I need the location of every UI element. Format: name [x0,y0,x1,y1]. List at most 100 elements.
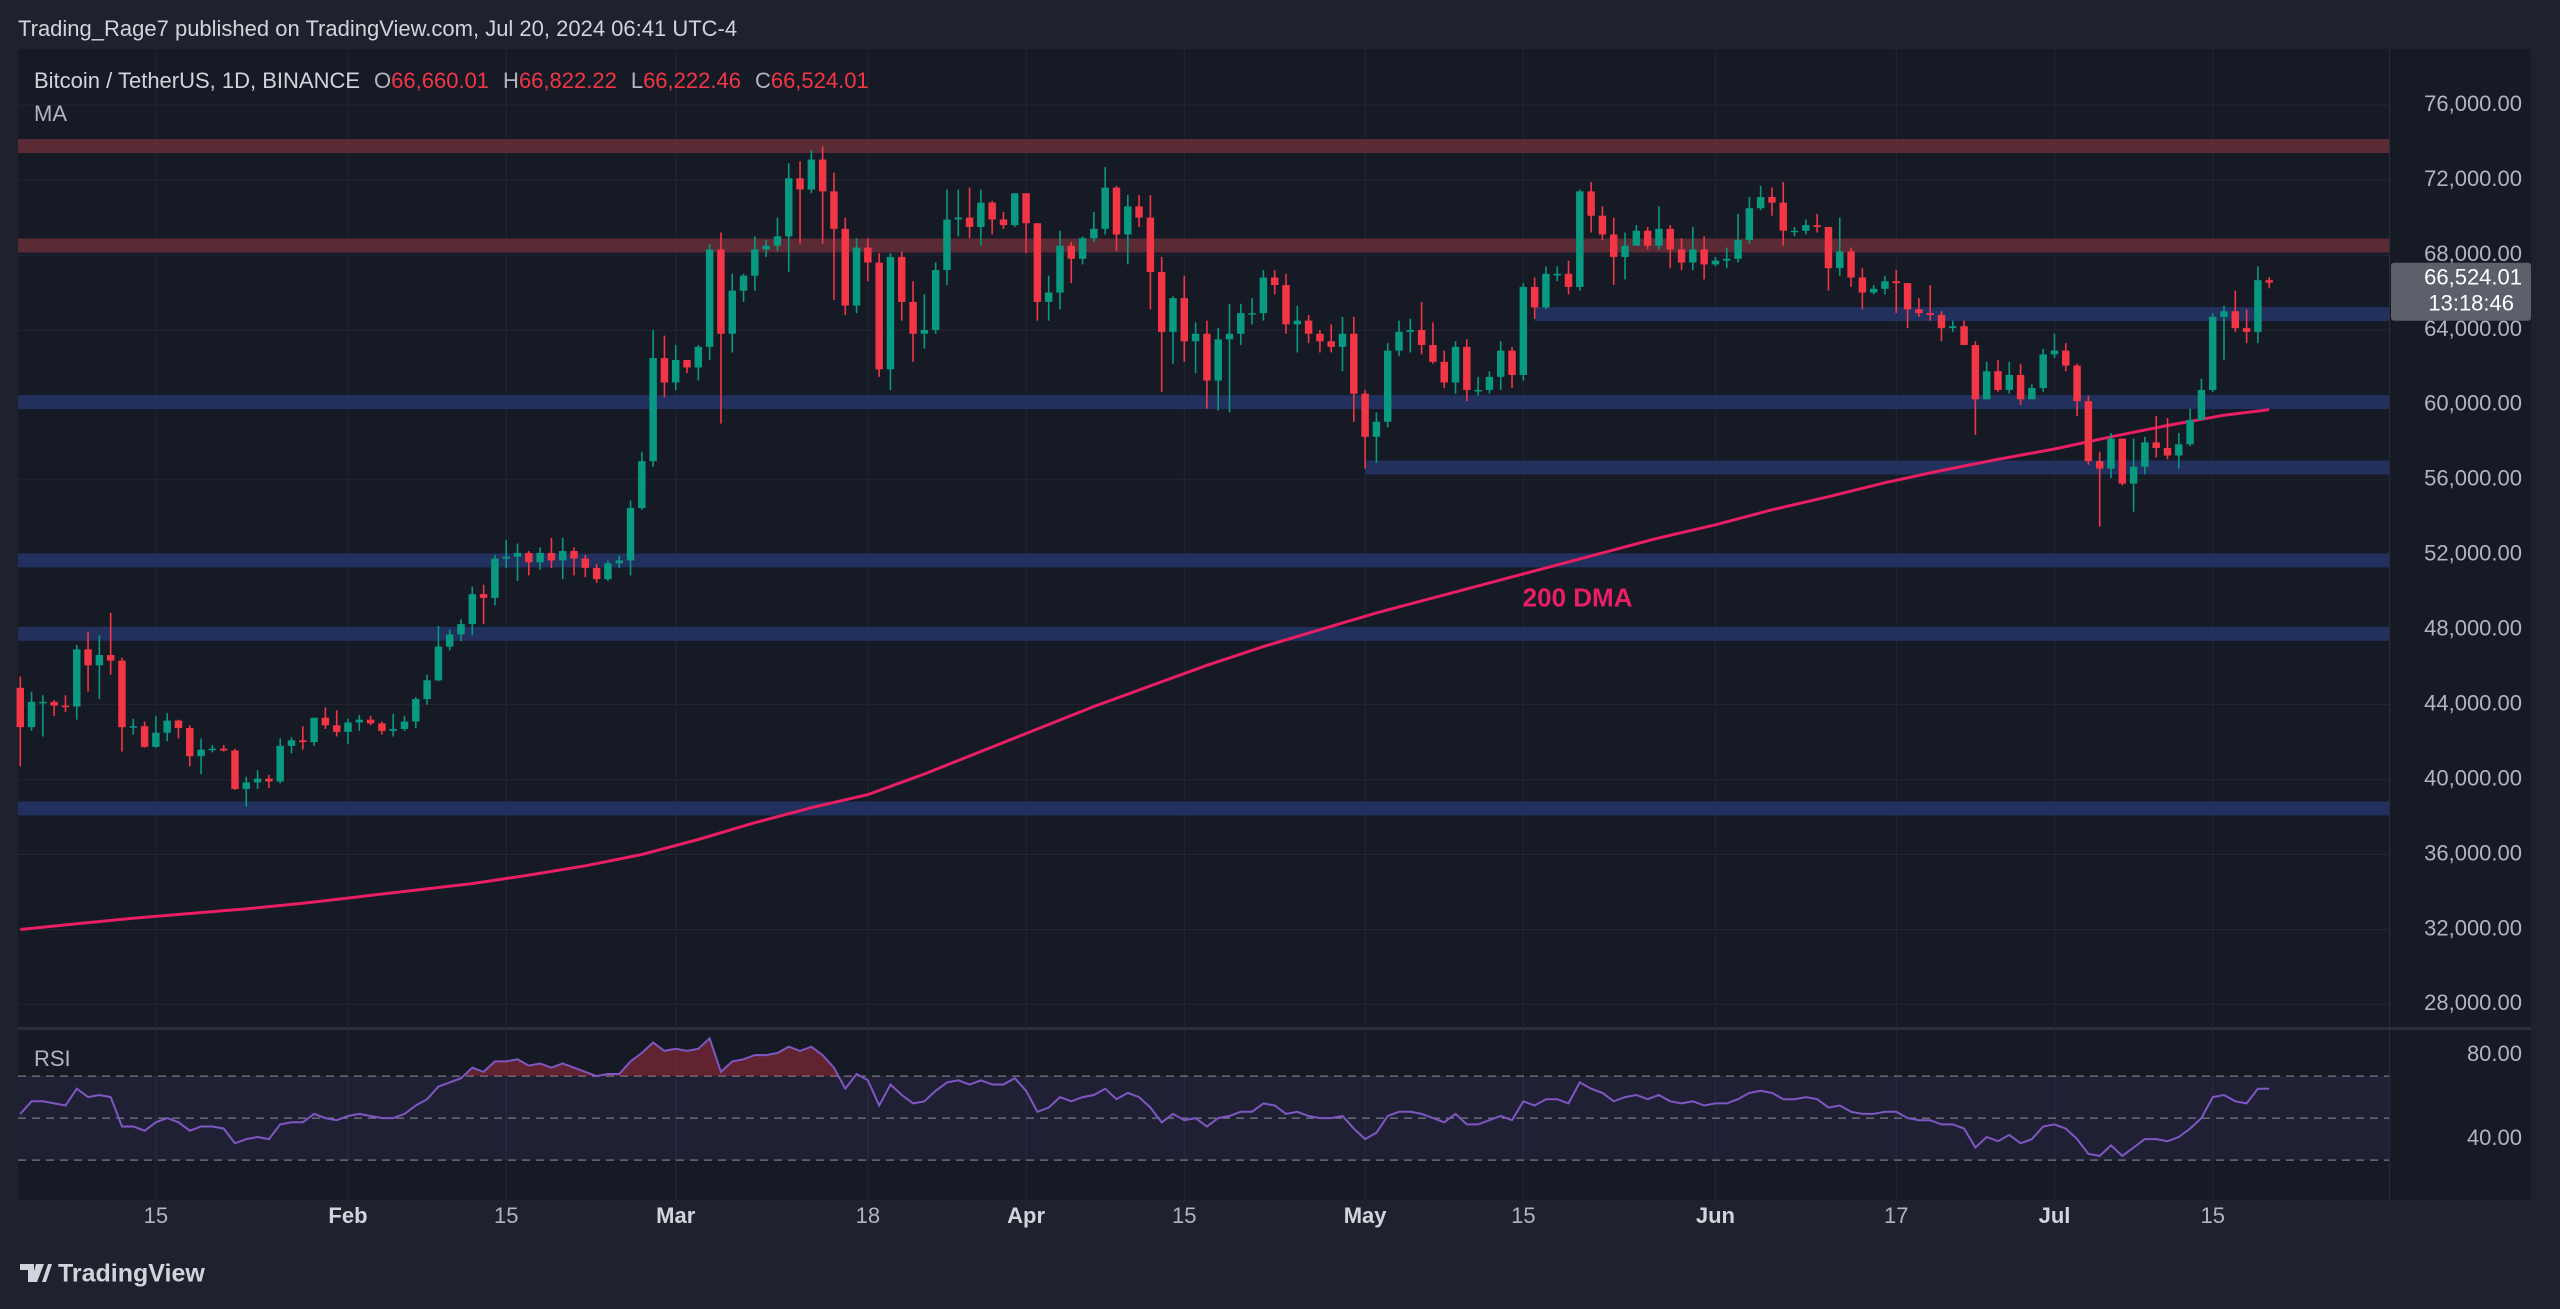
x-tick-label: Jul [2039,1203,2071,1228]
candle-body [1203,333,1211,381]
candle-body [2163,448,2172,456]
candle-body [1689,249,1697,263]
candle-body [739,275,748,291]
y-tick-label: 56,000.00 [2424,466,2522,491]
candle-body [1361,393,1369,437]
candle-body [1429,344,1437,362]
candle-body [830,191,838,229]
candle-body [1915,309,1923,314]
candle-body [502,556,510,559]
level-zone [18,238,2389,253]
candle-body [638,461,646,508]
level-zone [18,626,2389,641]
candle-body [1225,333,1234,340]
candle-body [2107,438,2115,469]
candle-body [1112,187,1121,235]
candle-body [1858,277,1867,293]
level-zone [1534,307,2389,322]
candle-body [1598,215,1607,235]
candle-body [1033,223,1042,302]
candle-body [1926,313,1934,316]
candle-body [1090,228,1098,239]
candle-body [2197,389,2206,420]
candle-body [558,551,567,561]
candle-body [1056,245,1064,293]
candle-body [1960,326,1968,345]
candle-body [186,728,194,757]
candle-body [1610,234,1618,257]
candle-body [400,721,409,730]
candle-body [491,558,499,598]
candle-body [1587,191,1595,216]
ohlc-value: 66,524.01 [770,68,869,93]
x-tick-label: 17 [1884,1203,1908,1228]
candle-body [1700,249,1708,265]
brand: TradingView [58,1260,205,1288]
candle-body [1892,281,1900,284]
candle-body [355,719,364,723]
candle-body [570,551,578,559]
x-tick-label: Mar [656,1203,696,1228]
candle-body [366,719,375,724]
candle-body [1813,225,1821,227]
candle-body [2186,419,2194,445]
candle-body [1723,258,1731,261]
candle-body [886,256,895,370]
candle-body [1282,285,1290,325]
candle-body [1576,191,1584,287]
symbol-title: Bitcoin / TetherUS, 1D, BINANCE [34,68,361,93]
candle-body [299,740,307,743]
candle-body [954,217,962,220]
y-tick-label: 28,000.00 [2424,990,2522,1015]
candle-body [694,346,703,368]
candle-body [265,778,273,782]
candle-body [1564,273,1573,287]
candle-body [785,178,793,237]
candle-body [129,726,138,728]
rsi-pane: 80.00 40.00 [18,1036,2522,1161]
candle-body [1553,273,1561,276]
y-tick-label: 68,000.00 [2424,241,2522,266]
x-tick-label: 15 [494,1203,518,1228]
candle-body [1790,230,1799,233]
candle-body [2005,374,2014,390]
candle-body [253,778,262,783]
candle-body [1316,333,1324,342]
candle-body [2073,365,2081,402]
candle-body [140,726,149,747]
candle-body [875,262,883,370]
rsi-line [19,1036,2270,1158]
candle-body [276,745,284,782]
candle-body [1293,320,1302,325]
candle-body [626,507,635,561]
candle-body [762,245,770,250]
ohlc-value: 66,822.22 [518,68,617,93]
candle-body [389,729,397,731]
candle-body [1677,249,1686,263]
y-tick-label: 40,000.00 [2424,765,2522,790]
candle-body [1022,193,1030,224]
candle-body [1971,344,1980,400]
candle-body [1338,333,1347,347]
candle-body [1237,313,1245,334]
candle-body [2242,328,2251,332]
x-tick-label: May [1344,1203,1388,1228]
candle-body [1666,228,1674,250]
candle-body [898,256,906,302]
candle-body [1734,240,1742,259]
candle-body [818,159,827,192]
level-zone [18,395,2389,410]
candle-body [106,655,115,661]
countdown-label: 13:18:46 [2428,291,2514,316]
candle-body [1406,329,1415,332]
candle-body [1881,281,1889,289]
candle-body [649,358,657,462]
candle-body [231,750,239,789]
last-price-label: 66,524.01 [2424,265,2522,290]
candle-body [751,249,759,276]
candle-body [479,594,488,598]
candle-body [536,552,544,563]
candle-body [39,701,47,704]
